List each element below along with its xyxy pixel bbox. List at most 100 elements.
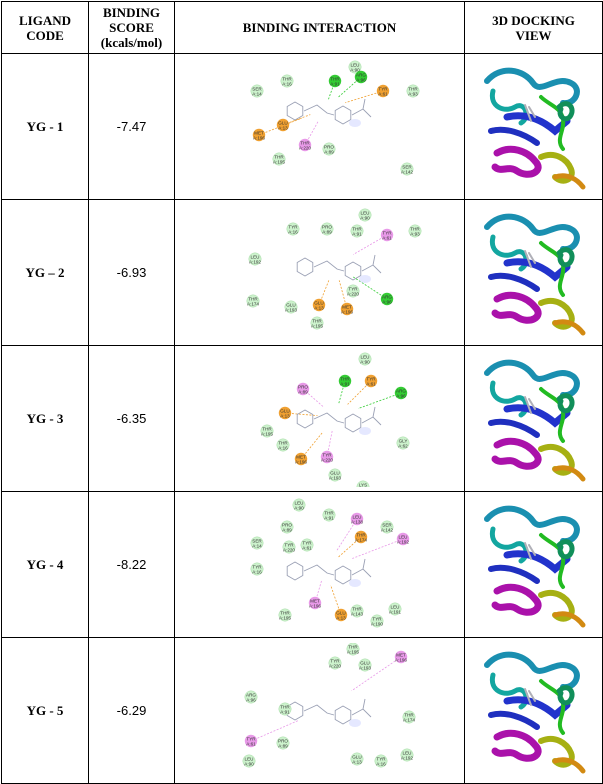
interaction-line: [352, 234, 387, 255]
ribbon-segment: [491, 583, 542, 616]
svg-text:A:13: A:13: [336, 615, 346, 620]
svg-text:THR: THR: [356, 532, 366, 537]
docking-3d-view: [464, 637, 603, 784]
svg-text:TYR: TYR: [372, 616, 382, 621]
ribbon-segment: [483, 359, 580, 398]
ligand-structure: [296, 254, 381, 281]
ribbon-segment: [491, 145, 542, 178]
svg-text:THR: THR: [330, 76, 340, 81]
ribbon-segment: [487, 418, 540, 438]
svg-text:TYR: TYR: [322, 452, 332, 457]
ligand-code: YG - 4: [1, 491, 89, 638]
svg-text:TYR: TYR: [366, 376, 376, 381]
svg-text:A:61: A:61: [246, 741, 256, 746]
svg-text:A:16: A:16: [252, 569, 262, 574]
svg-text:A:195: A:195: [272, 159, 284, 164]
svg-text:A:143: A:143: [350, 611, 362, 616]
ligand-code: YG - 3: [1, 345, 89, 492]
table-row: YG – 2 -6.93 LEU A:90 TYR A:16 PRO A:89 THR A:9…: [1, 199, 603, 346]
ribbon-segment: [483, 213, 580, 252]
ribbon-segment: [537, 735, 575, 768]
svg-text:LEU: LEU: [244, 756, 253, 761]
svg-text:A:96: A:96: [246, 697, 256, 702]
svg-text:LEU: LEU: [350, 62, 359, 67]
ribbon-segment: [503, 111, 570, 136]
table-row: YG - 5 -6.29 THR A:195 MET A:196 TYR A:220 GLU…: [1, 637, 603, 784]
svg-text:A:61: A:61: [378, 91, 388, 96]
svg-text:A:193: A:193: [284, 307, 296, 312]
svg-text:TYR: TYR: [288, 224, 298, 229]
svg-text:A:192: A:192: [400, 755, 412, 760]
hydrophobic-surface: [348, 718, 361, 727]
svg-text:THR: THR: [274, 154, 284, 159]
svg-text:GLU: GLU: [280, 408, 289, 413]
svg-text:ARG: ARG: [356, 72, 366, 77]
interaction-line: [258, 117, 302, 135]
svg-text:A:91: A:91: [280, 709, 290, 714]
ribbon-segment: [483, 651, 580, 690]
ligand-code: YG – 2: [1, 199, 89, 346]
ribbon-segment: [503, 549, 570, 574]
svg-text:SER: SER: [252, 538, 262, 543]
ribbon-segment: [487, 272, 540, 292]
svg-text:MET: MET: [342, 304, 352, 309]
svg-text:A:91: A:91: [324, 515, 334, 520]
ribbon-segment: [491, 729, 542, 762]
svg-text:THR: THR: [278, 440, 288, 445]
svg-text:A:174: A:174: [246, 301, 258, 306]
svg-text:LEU: LEU: [294, 500, 303, 505]
ligand-structure: [286, 98, 371, 125]
ligand-code: YG - 1: [1, 53, 89, 200]
svg-text:A:13: A:13: [352, 759, 362, 764]
svg-text:A:90: A:90: [244, 761, 254, 766]
svg-text:A:220: A:220: [298, 145, 310, 150]
ribbon-segment: [487, 126, 540, 146]
svg-text:A:89: A:89: [278, 743, 288, 748]
interaction-line: [250, 719, 299, 741]
svg-text:A:93: A:93: [408, 91, 418, 96]
header-row: LIGAND CODE BINDING SCORE (kcals/mol) BI…: [1, 1, 603, 54]
svg-text:A:174: A:174: [402, 717, 414, 722]
ribbon-segment: [503, 403, 570, 428]
svg-text:A:142: A:142: [400, 169, 412, 174]
ribbon-segment: [483, 67, 580, 106]
ribbon-segment: [537, 589, 575, 622]
ligand-code: YG - 5: [1, 637, 89, 784]
svg-text:A:142: A:142: [380, 527, 392, 532]
svg-text:SER: SER: [382, 522, 392, 527]
interaction-diagram-yg5: THRA:195META:196TYRA:220GLUA:193ARGA:96T…: [242, 642, 415, 767]
protein-ribbon-image: [483, 505, 585, 627]
docking-3d-view: [464, 345, 603, 492]
ribbon-segment: [503, 257, 570, 282]
svg-text:A:196: A:196: [308, 603, 320, 608]
svg-text:THR: THR: [352, 226, 362, 231]
svg-text:PRO: PRO: [322, 224, 332, 229]
svg-text:A:14: A:14: [252, 543, 262, 548]
interaction-line: [350, 656, 401, 691]
svg-text:A:193: A:193: [358, 665, 370, 670]
svg-text:A:13: A:13: [278, 125, 288, 130]
svg-text:ARG: ARG: [382, 294, 392, 299]
